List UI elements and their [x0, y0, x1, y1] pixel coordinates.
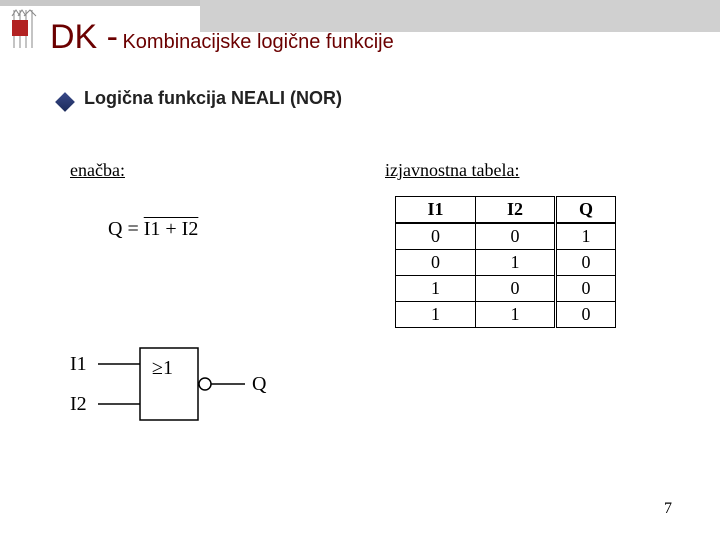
cell: 0 [556, 276, 616, 302]
cell: 0 [396, 223, 476, 250]
slide-title: DK - Kombinacijske logične funkcije [50, 18, 394, 57]
truth-table: I1 I2 Q 0 0 1 0 1 0 1 0 0 1 1 0 [395, 196, 616, 328]
cell: 1 [556, 223, 616, 250]
title-sub: Kombinacijske logične funkcije [122, 31, 393, 53]
table-row: 1 1 0 [396, 302, 616, 328]
gate-in1-label: I1 [70, 353, 87, 375]
cell: 0 [476, 223, 556, 250]
title-main: DK - [50, 18, 118, 56]
th-q: Q [556, 197, 616, 224]
table-row: 0 1 0 [396, 250, 616, 276]
equation-lhs: Q [108, 218, 122, 240]
bullet-diamond-icon [55, 92, 75, 112]
table-header-row: I1 I2 Q [396, 197, 616, 224]
cell: 0 [396, 250, 476, 276]
equation: Q = I1 + I2 [108, 218, 198, 241]
cell: 1 [396, 276, 476, 302]
inversion-bubble-icon [199, 378, 211, 390]
gate-out-label: Q [252, 373, 267, 395]
equation-rhs-bar: I1 + I2 [144, 216, 199, 240]
table-row: 1 0 0 [396, 276, 616, 302]
cell: 1 [476, 250, 556, 276]
subtitle: Logična funkcija NEALI (NOR) [84, 88, 342, 109]
th-i1: I1 [396, 197, 476, 224]
gate-symbol: ≥1 [152, 357, 173, 379]
equation-equals: = [127, 218, 143, 240]
gate-in2-label: I2 [70, 393, 87, 415]
th-i2: I2 [476, 197, 556, 224]
page-number: 7 [664, 500, 672, 518]
cell: 0 [556, 302, 616, 328]
nor-gate-diagram: I1 I2 ≥1 Q [70, 340, 290, 430]
cell: 1 [476, 302, 556, 328]
table-label: izjavnostna tabela: [385, 160, 519, 181]
equation-label: enačba: [70, 160, 125, 181]
cell: 0 [476, 276, 556, 302]
cell: 0 [556, 250, 616, 276]
cell: 1 [396, 302, 476, 328]
title-red-square-icon [12, 20, 28, 36]
table-row: 0 0 1 [396, 223, 616, 250]
